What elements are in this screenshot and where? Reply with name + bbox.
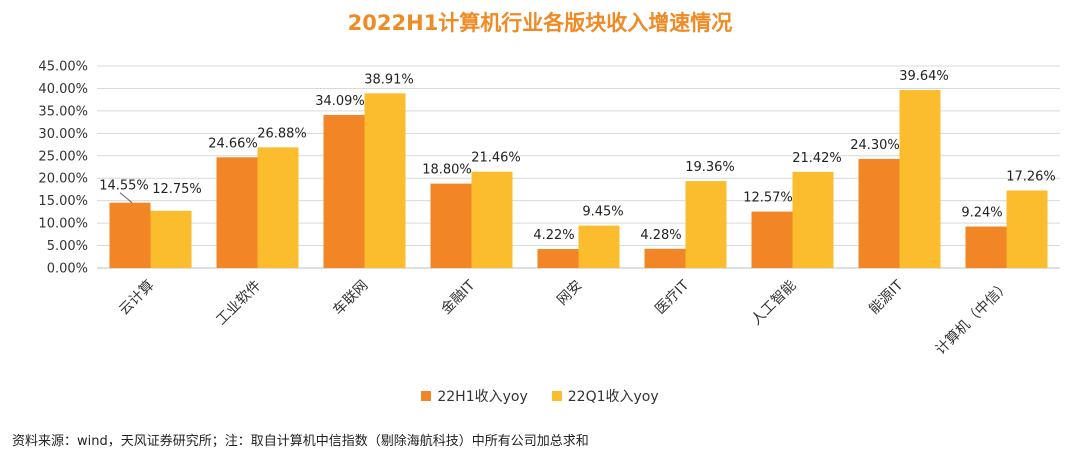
bar-22h1 xyxy=(537,249,579,268)
data-label-22h1: 24.30% xyxy=(850,138,900,153)
bar-22h1 xyxy=(858,158,900,268)
data-label-22q1: 9.45% xyxy=(582,205,623,220)
x-category-label: 金融IT xyxy=(438,277,478,317)
x-category-label: 云计算 xyxy=(116,278,157,319)
data-label-22h1: 9.24% xyxy=(961,206,1002,221)
data-label-22q1: 26.88% xyxy=(257,126,307,141)
y-tick-label: 15.00% xyxy=(38,194,88,209)
bars xyxy=(109,90,1048,268)
chart-title: 2022H1计算机行业各版块收入增速情况 xyxy=(347,11,733,35)
data-label-22q1: 21.46% xyxy=(471,151,521,166)
bar-22h1 xyxy=(965,226,1007,268)
data-labels: 14.55% 12.75% 24.66%26.88% 34.09% 38.91% 18.8… xyxy=(99,69,1056,243)
y-tick-label: 30.00% xyxy=(38,127,88,142)
x-category-label: 人工智能 xyxy=(748,278,799,329)
y-tick-label: 35.00% xyxy=(38,104,88,119)
x-category-label: 医疗IT xyxy=(652,277,692,317)
legend-label-22h1: 22H1收入yoy xyxy=(437,389,528,405)
bar-22q1 xyxy=(150,210,192,268)
data-label-22h1: 12.57% xyxy=(743,191,793,206)
bar-22q1 xyxy=(257,147,299,268)
bar-22h1 xyxy=(109,202,151,268)
data-label-22h1: 18.80% xyxy=(422,163,472,178)
legend-label-22q1: 22Q1收入yoy xyxy=(567,389,659,405)
bar-22h1 xyxy=(430,183,472,268)
source-note: 资料来源：wind，天风证券研究所；注：取自计算机中信指数（剔除海航科技）中所有… xyxy=(12,434,589,449)
bar-22q1 xyxy=(1006,190,1048,268)
data-label-22q1: 17.26% xyxy=(1006,170,1056,185)
data-label-22h1: 24.66% xyxy=(208,136,258,151)
data-label-22q1: 12.75% xyxy=(152,182,202,197)
label-leader-line xyxy=(119,192,133,204)
y-tick-label: 20.00% xyxy=(38,172,88,187)
legend-item-22q1: 22Q1收入yoy xyxy=(551,386,659,406)
x-category-label: 计算机（中信） xyxy=(933,278,1014,359)
x-axis-categories: 云计算 工业软件 车联网 金融IT 网安 医疗IT 人工智能 能源IT 计算机（中信） xyxy=(116,277,1013,358)
bar-22h1 xyxy=(644,248,686,268)
data-label-22q1: 38.91% xyxy=(364,72,414,87)
bar-22q1 xyxy=(578,225,620,268)
x-category-label: 工业软件 xyxy=(213,278,264,329)
y-tick-label: 5.00% xyxy=(47,239,88,254)
y-tick-label: 40.00% xyxy=(38,82,88,97)
data-label-22h1: 34.09% xyxy=(315,94,365,109)
data-label-22h1: 14.55% xyxy=(99,179,149,194)
legend: 22H1收入yoy 22Q1收入yoy xyxy=(0,386,1080,406)
bar-22h1 xyxy=(216,157,258,268)
bar-22q1 xyxy=(899,90,941,268)
bar-22q1 xyxy=(792,171,834,268)
legend-item-22h1: 22H1收入yoy xyxy=(421,386,528,406)
bar-22q1 xyxy=(364,93,406,268)
x-category-label: 网安 xyxy=(554,278,585,309)
bar-chart: 0.00% 5.00% 10.00% 15.00% 20.00% 25.00% 30.00%… xyxy=(38,60,1060,358)
y-tick-label: 25.00% xyxy=(38,149,88,164)
bar-22q1 xyxy=(685,181,727,268)
data-label-22h1: 4.22% xyxy=(533,228,574,243)
y-tick-label: 10.00% xyxy=(38,217,88,232)
y-tick-label: 45.00% xyxy=(38,60,88,75)
data-label-22q1: 19.36% xyxy=(685,160,735,175)
bar-22h1 xyxy=(323,114,365,268)
bar-22h1 xyxy=(751,211,793,268)
y-axis-ticks: 0.00% 5.00% 10.00% 15.00% 20.00% 25.00% 30.00%… xyxy=(38,60,88,277)
legend-swatch-22q1 xyxy=(551,391,562,401)
data-label-22h1: 4.28% xyxy=(640,228,681,243)
data-label-22q1: 21.42% xyxy=(792,151,842,166)
x-category-label: 车联网 xyxy=(330,277,372,319)
y-tick-label: 0.00% xyxy=(47,262,88,277)
data-label-22q1: 39.64% xyxy=(899,69,949,84)
x-category-label: 能源IT xyxy=(866,277,906,317)
bar-22q1 xyxy=(471,171,513,268)
legend-swatch-22h1 xyxy=(421,391,432,401)
